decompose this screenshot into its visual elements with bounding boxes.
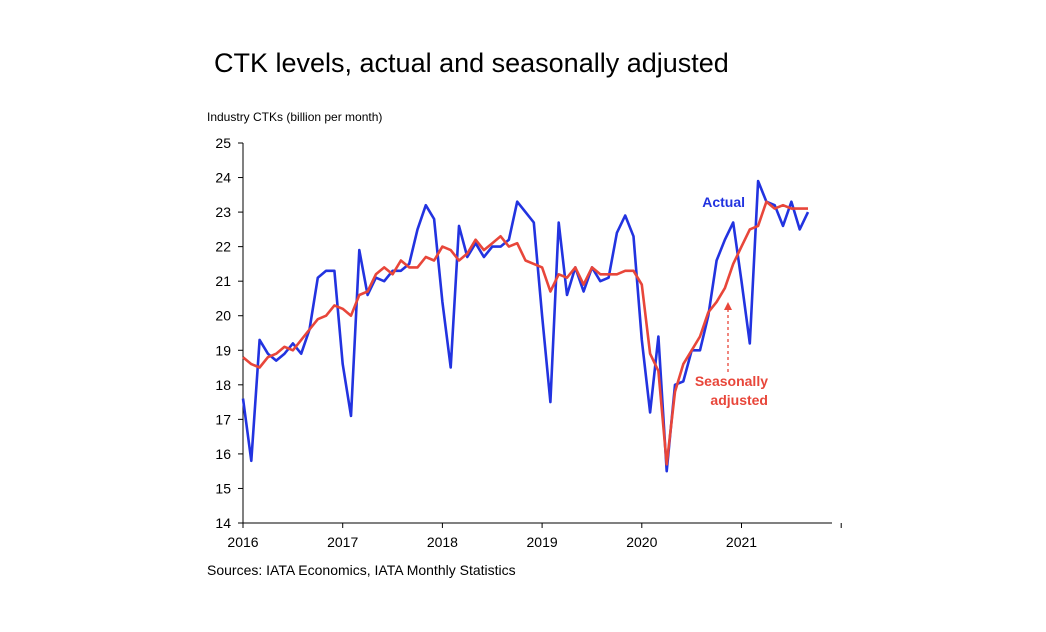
y-tick-label: 23 [215, 204, 231, 220]
y-tick-label: 25 [215, 135, 231, 151]
y-tick-label: 19 [215, 342, 231, 358]
y-tick-label: 16 [215, 446, 231, 462]
series-layer [241, 179, 810, 473]
actual-series-line [241, 179, 810, 473]
x-tick-label: 2018 [427, 534, 458, 550]
chart-title: CTK levels, actual and seasonally adjust… [214, 48, 729, 78]
y-tick-label: 20 [215, 308, 231, 324]
y-tick-label: 22 [215, 239, 231, 255]
y-tick-label: 14 [215, 515, 231, 531]
x-tick-label: 2016 [227, 534, 258, 550]
y-tick-label: 17 [215, 411, 231, 427]
y-tick-label: 18 [215, 377, 231, 393]
y-tick-label: 21 [215, 273, 231, 289]
y-tick-label: 15 [215, 480, 231, 496]
annotations: Actual Seasonally adjusted [695, 194, 768, 408]
source-note: Sources: IATA Economics, IATA Monthly St… [207, 562, 516, 578]
x-tick-label: 2020 [626, 534, 657, 550]
y-axis-label: Industry CTKs (billion per month) [207, 110, 383, 124]
x-tick-label: 2019 [527, 534, 558, 550]
seasonally-adjusted-label-line2: adjusted [710, 392, 768, 408]
actual-label: Actual [702, 194, 745, 210]
y-tick-label: 24 [215, 170, 231, 186]
seasonally-adjusted-series-line [242, 200, 808, 466]
x-tick-label: 2017 [327, 534, 358, 550]
arrow-head-icon [724, 302, 732, 310]
x-tick-label: 2021 [726, 534, 757, 550]
seasonally-adjusted-label-line1: Seasonally [695, 373, 768, 389]
